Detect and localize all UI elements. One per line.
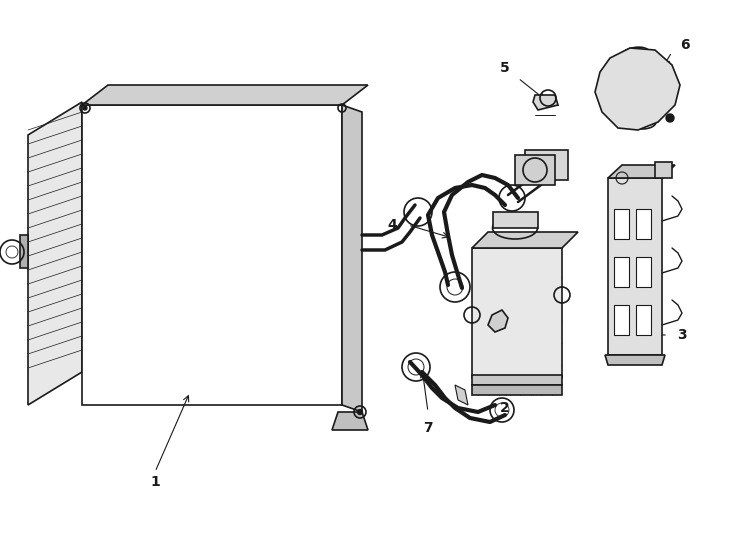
Polygon shape — [608, 178, 662, 355]
Bar — [636, 257, 651, 287]
Text: 2: 2 — [500, 401, 510, 415]
Polygon shape — [342, 105, 362, 412]
Polygon shape — [332, 412, 368, 430]
Circle shape — [83, 106, 87, 110]
Bar — [614, 257, 629, 287]
Polygon shape — [493, 212, 538, 228]
Bar — [614, 209, 629, 239]
Circle shape — [357, 409, 363, 415]
Polygon shape — [488, 310, 508, 332]
Polygon shape — [605, 355, 665, 365]
Text: 3: 3 — [677, 328, 687, 342]
Polygon shape — [82, 105, 342, 405]
Circle shape — [666, 114, 674, 122]
Polygon shape — [655, 162, 672, 178]
Polygon shape — [28, 102, 82, 405]
Bar — [636, 209, 651, 239]
Text: 7: 7 — [424, 421, 433, 435]
Polygon shape — [608, 165, 675, 178]
Bar — [636, 305, 651, 335]
Text: 1: 1 — [150, 475, 160, 489]
Polygon shape — [20, 235, 28, 268]
Bar — [614, 305, 629, 335]
Polygon shape — [472, 248, 562, 378]
Polygon shape — [595, 48, 680, 130]
Polygon shape — [472, 385, 562, 395]
Polygon shape — [472, 232, 578, 248]
Polygon shape — [515, 155, 555, 185]
Polygon shape — [82, 85, 368, 105]
Polygon shape — [472, 375, 562, 385]
Text: 6: 6 — [680, 38, 690, 52]
Polygon shape — [533, 95, 558, 110]
Text: 5: 5 — [500, 61, 510, 75]
Text: 4: 4 — [387, 218, 397, 232]
Polygon shape — [525, 150, 568, 180]
Polygon shape — [455, 385, 468, 405]
Text: 8: 8 — [490, 278, 500, 292]
